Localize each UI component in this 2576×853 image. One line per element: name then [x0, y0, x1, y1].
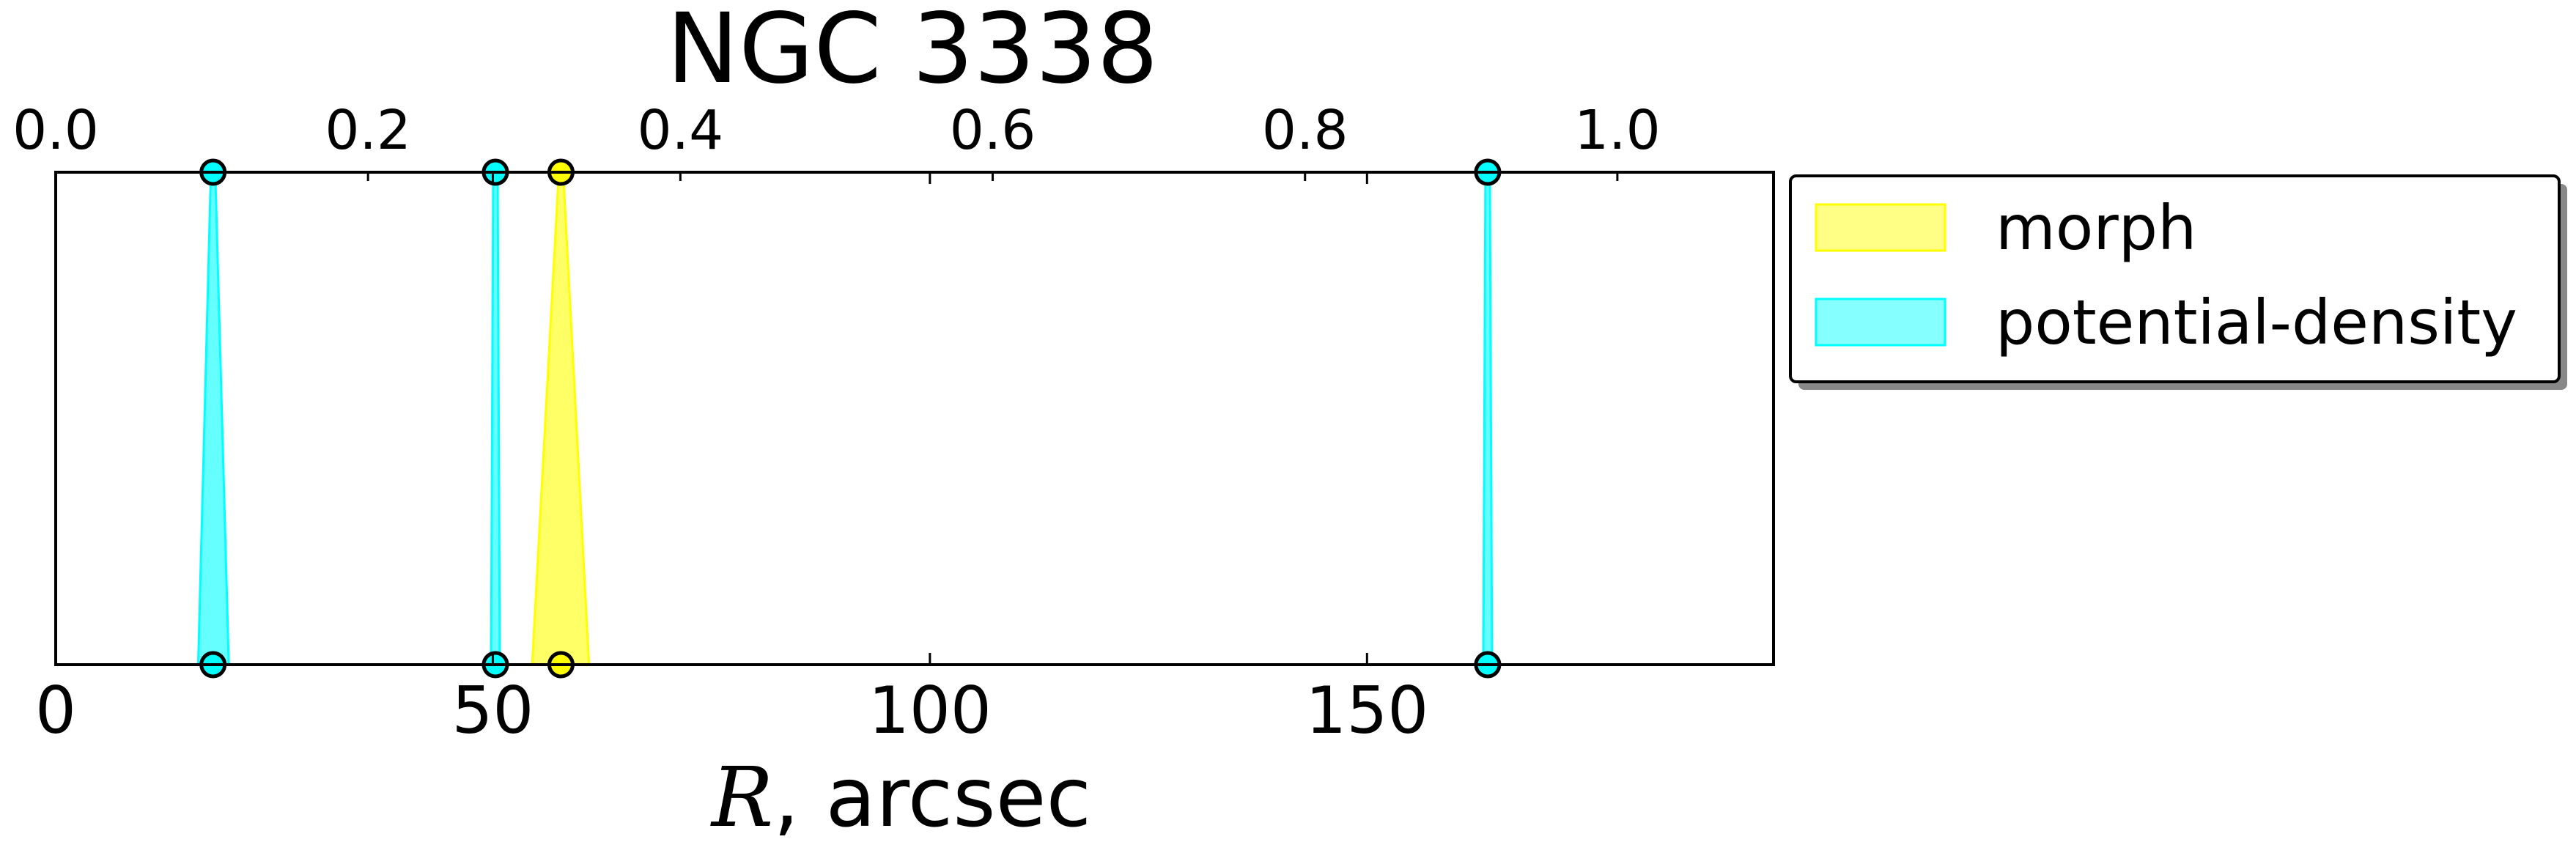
legend-swatch-potential-density [1816, 299, 1945, 345]
band-morph-0 [532, 172, 589, 665]
top-tick-label-2: 0.4 [638, 99, 724, 162]
band-potential-density-2 [1483, 172, 1492, 665]
top-tick-label-0: 0.0 [12, 99, 99, 162]
bottom-tick-label-3: 150 [1305, 673, 1428, 748]
legend-label-morph: morph [1996, 192, 2196, 264]
bottom-tick-label-0: 0 [35, 673, 76, 748]
top-tick-label-1: 0.2 [325, 99, 411, 162]
legend-label-potential-density: potential-density [1996, 287, 2517, 358]
plot-frame [56, 172, 1774, 665]
bands-layer [198, 172, 1491, 665]
markers-layer [202, 160, 1499, 676]
top-tick-label-5: 1.0 [1574, 99, 1661, 162]
band-potential-density-1 [491, 172, 500, 665]
x-axis-label: R, arcsec [710, 750, 1091, 846]
band-potential-density-0 [198, 172, 229, 665]
ticks-layer: 0 50 100 150 0.0 0.2 0.4 0.6 0.8 1.0 [12, 99, 1661, 748]
chart-title: NGC 3338 [666, 0, 1158, 106]
bottom-tick-label-1: 50 [451, 673, 534, 748]
top-tick-label-4: 0.8 [1262, 99, 1348, 162]
legend: morph potential-density [1790, 176, 2567, 390]
top-tick-label-3: 0.6 [950, 99, 1036, 162]
bottom-tick-label-2: 100 [868, 673, 992, 748]
x-axis-label-unit: , arcsec [773, 750, 1091, 846]
legend-swatch-morph [1816, 204, 1945, 251]
x-axis-label-symbol: R [710, 750, 773, 846]
